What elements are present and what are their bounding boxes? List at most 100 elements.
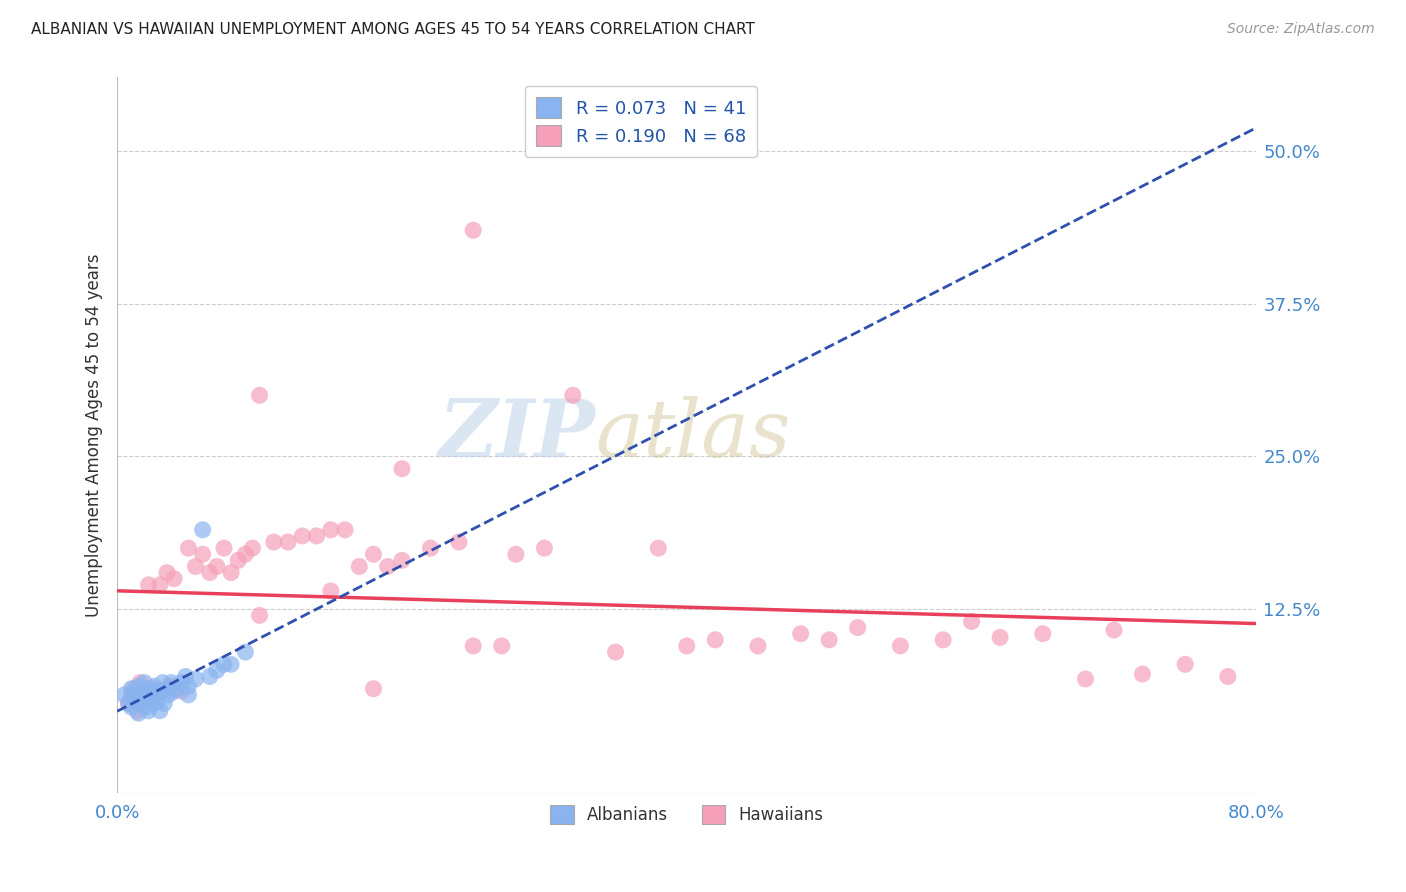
Point xyxy=(235,547,257,561)
Point xyxy=(138,704,160,718)
Point xyxy=(127,704,149,718)
Point xyxy=(146,694,169,708)
Point xyxy=(170,675,193,690)
Point xyxy=(205,664,228,678)
Point xyxy=(132,697,155,711)
Point xyxy=(263,535,285,549)
Point xyxy=(174,669,197,683)
Point xyxy=(184,672,207,686)
Point xyxy=(789,626,811,640)
Point xyxy=(249,388,271,402)
Point xyxy=(391,461,413,475)
Point xyxy=(205,559,228,574)
Point xyxy=(647,541,669,556)
Point xyxy=(889,639,911,653)
Point xyxy=(277,535,299,549)
Point xyxy=(932,632,955,647)
Point xyxy=(319,523,342,537)
Point xyxy=(117,697,139,711)
Point xyxy=(463,223,485,237)
Point xyxy=(149,704,172,718)
Point xyxy=(160,675,183,690)
Point xyxy=(160,679,183,693)
Point xyxy=(561,388,583,402)
Point xyxy=(135,697,157,711)
Point xyxy=(219,657,242,672)
Point xyxy=(129,688,152,702)
Point xyxy=(141,684,163,698)
Point xyxy=(1074,672,1097,686)
Point xyxy=(1102,623,1125,637)
Text: ZIP: ZIP xyxy=(439,396,596,474)
Point xyxy=(149,578,172,592)
Point xyxy=(141,688,163,702)
Point xyxy=(505,547,527,561)
Point xyxy=(156,681,179,696)
Point xyxy=(198,566,221,580)
Point xyxy=(605,645,627,659)
Point xyxy=(377,559,399,574)
Point xyxy=(419,541,441,556)
Point xyxy=(291,529,314,543)
Point xyxy=(142,697,165,711)
Point xyxy=(128,679,150,693)
Point xyxy=(333,523,356,537)
Point xyxy=(305,529,328,543)
Point xyxy=(1132,667,1154,681)
Point xyxy=(319,583,342,598)
Y-axis label: Unemployment Among Ages 45 to 54 years: Unemployment Among Ages 45 to 54 years xyxy=(86,253,103,616)
Point xyxy=(152,675,174,690)
Point xyxy=(163,572,186,586)
Point xyxy=(249,608,271,623)
Point xyxy=(463,639,485,653)
Point xyxy=(198,669,221,683)
Point xyxy=(363,681,385,696)
Point xyxy=(125,694,148,708)
Point xyxy=(184,559,207,574)
Point xyxy=(491,639,513,653)
Point xyxy=(135,700,157,714)
Point xyxy=(136,681,159,696)
Point xyxy=(391,553,413,567)
Point xyxy=(170,684,193,698)
Point xyxy=(177,541,200,556)
Point xyxy=(135,691,157,706)
Point xyxy=(145,688,167,702)
Point xyxy=(138,578,160,592)
Point xyxy=(349,559,371,574)
Point xyxy=(212,541,235,556)
Legend: Albanians, Hawaiians: Albanians, Hawaiians xyxy=(540,795,834,834)
Point xyxy=(1032,626,1054,640)
Point xyxy=(1216,669,1239,683)
Point xyxy=(128,706,150,721)
Point xyxy=(134,675,156,690)
Point xyxy=(1174,657,1197,672)
Point xyxy=(818,632,841,647)
Point xyxy=(156,566,179,580)
Point xyxy=(988,631,1011,645)
Point xyxy=(120,688,142,702)
Point xyxy=(447,535,470,549)
Point xyxy=(163,684,186,698)
Point xyxy=(212,657,235,672)
Point xyxy=(704,632,727,647)
Point xyxy=(846,621,869,635)
Text: atlas: atlas xyxy=(596,396,792,474)
Point xyxy=(124,681,146,696)
Point xyxy=(142,681,165,696)
Point xyxy=(960,615,983,629)
Point xyxy=(117,697,139,711)
Point xyxy=(120,681,142,696)
Point xyxy=(146,694,169,708)
Point xyxy=(143,679,166,693)
Point xyxy=(363,547,385,561)
Point xyxy=(219,566,242,580)
Point xyxy=(675,639,697,653)
Point xyxy=(129,675,152,690)
Point xyxy=(191,523,214,537)
Point xyxy=(132,694,155,708)
Point xyxy=(177,679,200,693)
Point xyxy=(235,645,257,659)
Point xyxy=(533,541,555,556)
Point xyxy=(152,684,174,698)
